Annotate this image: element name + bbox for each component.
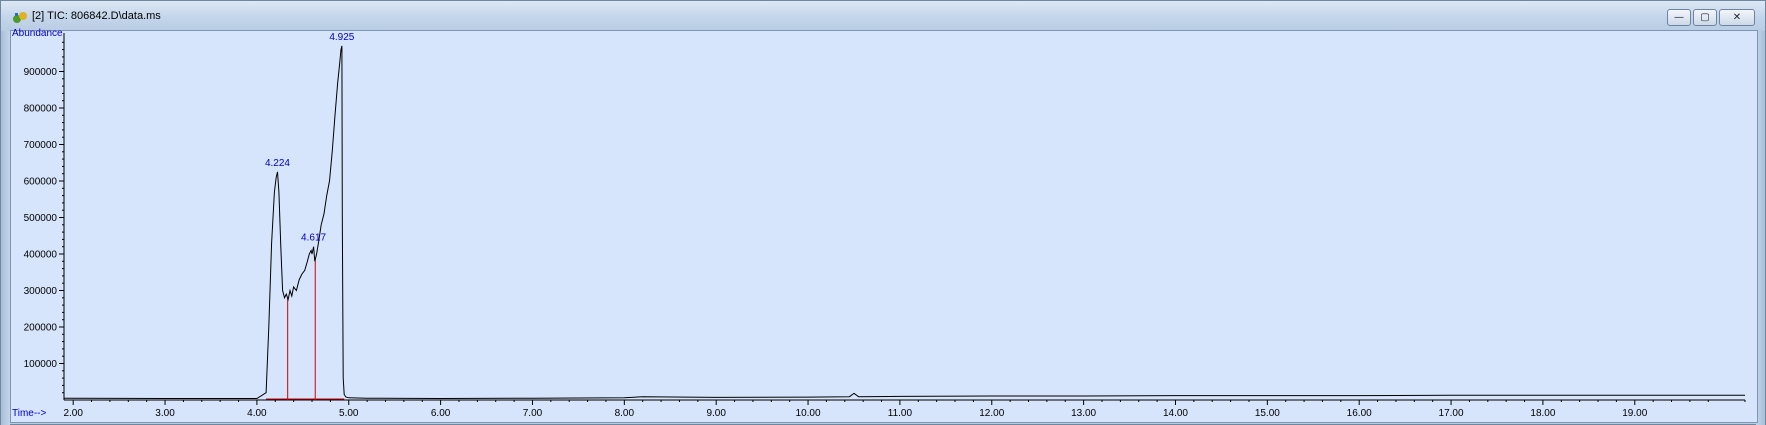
y-tick-label: 500000 — [24, 213, 58, 224]
x-tick-label: 5.00 — [339, 408, 359, 419]
y-tick-label: 400000 — [24, 250, 58, 261]
x-axis-label: Time--> — [12, 408, 47, 419]
x-tick-label: 10.00 — [796, 408, 821, 419]
y-tick-label: 700000 — [24, 140, 58, 151]
x-tick-label: 8.00 — [615, 408, 635, 419]
x-tick-label: 11.00 — [888, 408, 913, 419]
x-tick-label: 13.00 — [1071, 408, 1096, 419]
peak-label: 4.925 — [329, 32, 354, 43]
window-title: [2] TIC: 806842.D\data.ms — [32, 10, 161, 22]
x-tick-label: 18.00 — [1530, 408, 1555, 419]
y-tick-label: 200000 — [24, 323, 58, 334]
chemstation-app-icon — [13, 12, 27, 23]
x-tick-label: 3.00 — [155, 408, 175, 419]
x-tick-label: 2.00 — [63, 408, 83, 419]
title-bar[interactable]: [2] TIC: 806842.D\data.ms — ▢ ✕ — [1, 1, 1765, 32]
window-controls: — ▢ ✕ — [1667, 9, 1755, 27]
x-tick-label: 17.00 — [1439, 408, 1464, 419]
y-tick-label: 100000 — [24, 359, 58, 370]
close-icon: ✕ — [1732, 12, 1742, 23]
x-tick-label: 4.00 — [247, 408, 267, 419]
window-right-border — [1756, 31, 1765, 425]
y-tick-label: 900000 — [24, 67, 58, 78]
plot-area-frame — [10, 30, 1758, 423]
y-axis-label: Abundance — [12, 28, 63, 39]
window-left-border — [1, 31, 10, 425]
peak-label: 4.224 — [265, 158, 290, 169]
x-tick-label: 6.00 — [431, 408, 451, 419]
x-tick-label: 7.00 — [523, 408, 543, 419]
x-tick-label: 14.00 — [1163, 408, 1188, 419]
peak-label: 4.617 — [301, 233, 326, 244]
close-button[interactable]: ✕ — [1719, 9, 1755, 26]
x-tick-label: 19.00 — [1622, 408, 1647, 419]
restore-button[interactable]: ▢ — [1693, 9, 1717, 26]
x-tick-label: 12.00 — [979, 408, 1004, 419]
x-tick-label: 15.00 — [1255, 408, 1280, 419]
y-tick-label: 600000 — [24, 177, 58, 188]
minimize-button[interactable]: — — [1667, 9, 1691, 26]
y-tick-label: 300000 — [24, 286, 58, 297]
restore-icon: ▢ — [1700, 12, 1710, 23]
tic-series-line — [64, 45, 1745, 400]
y-tick-label: 800000 — [24, 104, 58, 115]
x-tick-label: 9.00 — [706, 408, 726, 419]
x-tick-label: 16.00 — [1347, 408, 1372, 419]
minimize-icon: — — [1674, 12, 1684, 23]
